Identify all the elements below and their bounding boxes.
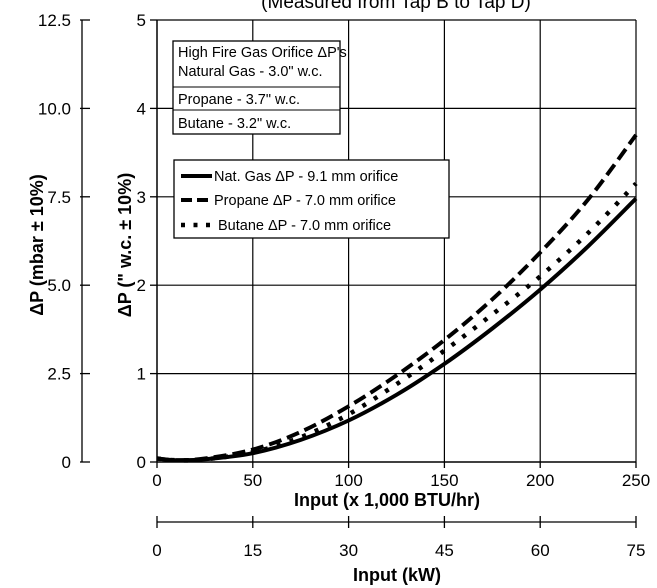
x-tick-label: 100 xyxy=(334,471,362,490)
x-tick-label: 250 xyxy=(622,471,650,490)
legend: Nat. Gas ΔP - 9.1 mm orifice Propane ΔP … xyxy=(173,159,450,239)
info-box: High Fire Gas Orifice ΔP's Natural Gas -… xyxy=(172,40,347,135)
grid xyxy=(157,19,637,462)
y-axis-title-inwc: ΔP (" w.c. ± 10%) xyxy=(115,173,135,317)
y-tick-label-mbar: 2.5 xyxy=(47,365,71,384)
x-tick-label: 200 xyxy=(526,471,554,490)
x-tick-label: 150 xyxy=(430,471,458,490)
y-tick-label-mbar: 7.5 xyxy=(47,188,71,207)
y-tick-label-mbar: 12.5 xyxy=(38,11,71,30)
x-tick-label-kw: 45 xyxy=(435,541,454,560)
x-tick-label-kw: 60 xyxy=(531,541,550,560)
y-tick-label: 4 xyxy=(137,99,146,118)
chart-title: (Measured from Tap B to Tap D) xyxy=(261,0,531,13)
y-tick-label-mbar: 5.0 xyxy=(47,276,71,295)
y-tick-label-mbar: 10.0 xyxy=(38,99,71,118)
y-tick-label: 0 xyxy=(137,453,146,472)
y-tick-label-mbar: 0 xyxy=(62,453,71,472)
y-tick-label: 1 xyxy=(137,365,146,384)
curves xyxy=(156,133,638,463)
info-box-line-1: High Fire Gas Orifice ΔP's xyxy=(178,45,347,61)
info-box-line-2: Natural Gas - 3.0" w.c. xyxy=(178,64,323,80)
x-tick-label-kw: 75 xyxy=(627,541,646,560)
x-axis-title: Input (x 1,000 BTU/hr) xyxy=(294,490,480,510)
y-tick-label: 5 xyxy=(137,11,146,30)
x-tick-label: 0 xyxy=(152,471,161,490)
x-tick-label-kw: 0 xyxy=(152,541,161,560)
y-axis-title-mbar: ΔP (mbar ± 10%) xyxy=(27,174,47,316)
info-box-line-3: Propane - 3.7" w.c. xyxy=(178,92,300,108)
x-tick-label-kw: 30 xyxy=(339,541,358,560)
x-tick-label-kw: 15 xyxy=(243,541,262,560)
y-tick-label: 3 xyxy=(137,188,146,207)
series-line-propane xyxy=(156,133,638,463)
legend-label-propane: Propane ΔP - 7.0 mm orifice xyxy=(214,193,396,209)
legend-label-natural-gas: Nat. Gas ΔP - 9.1 mm orifice xyxy=(214,169,398,185)
x-axis-title-kw: Input (kW) xyxy=(353,565,441,585)
legend-label-butane: Butane ΔP - 7.0 mm orifice xyxy=(218,218,391,234)
x-tick-label: 50 xyxy=(243,471,262,490)
y-tick-label: 2 xyxy=(137,276,146,295)
info-box-line-4: Butane - 3.2" w.c. xyxy=(178,116,291,132)
